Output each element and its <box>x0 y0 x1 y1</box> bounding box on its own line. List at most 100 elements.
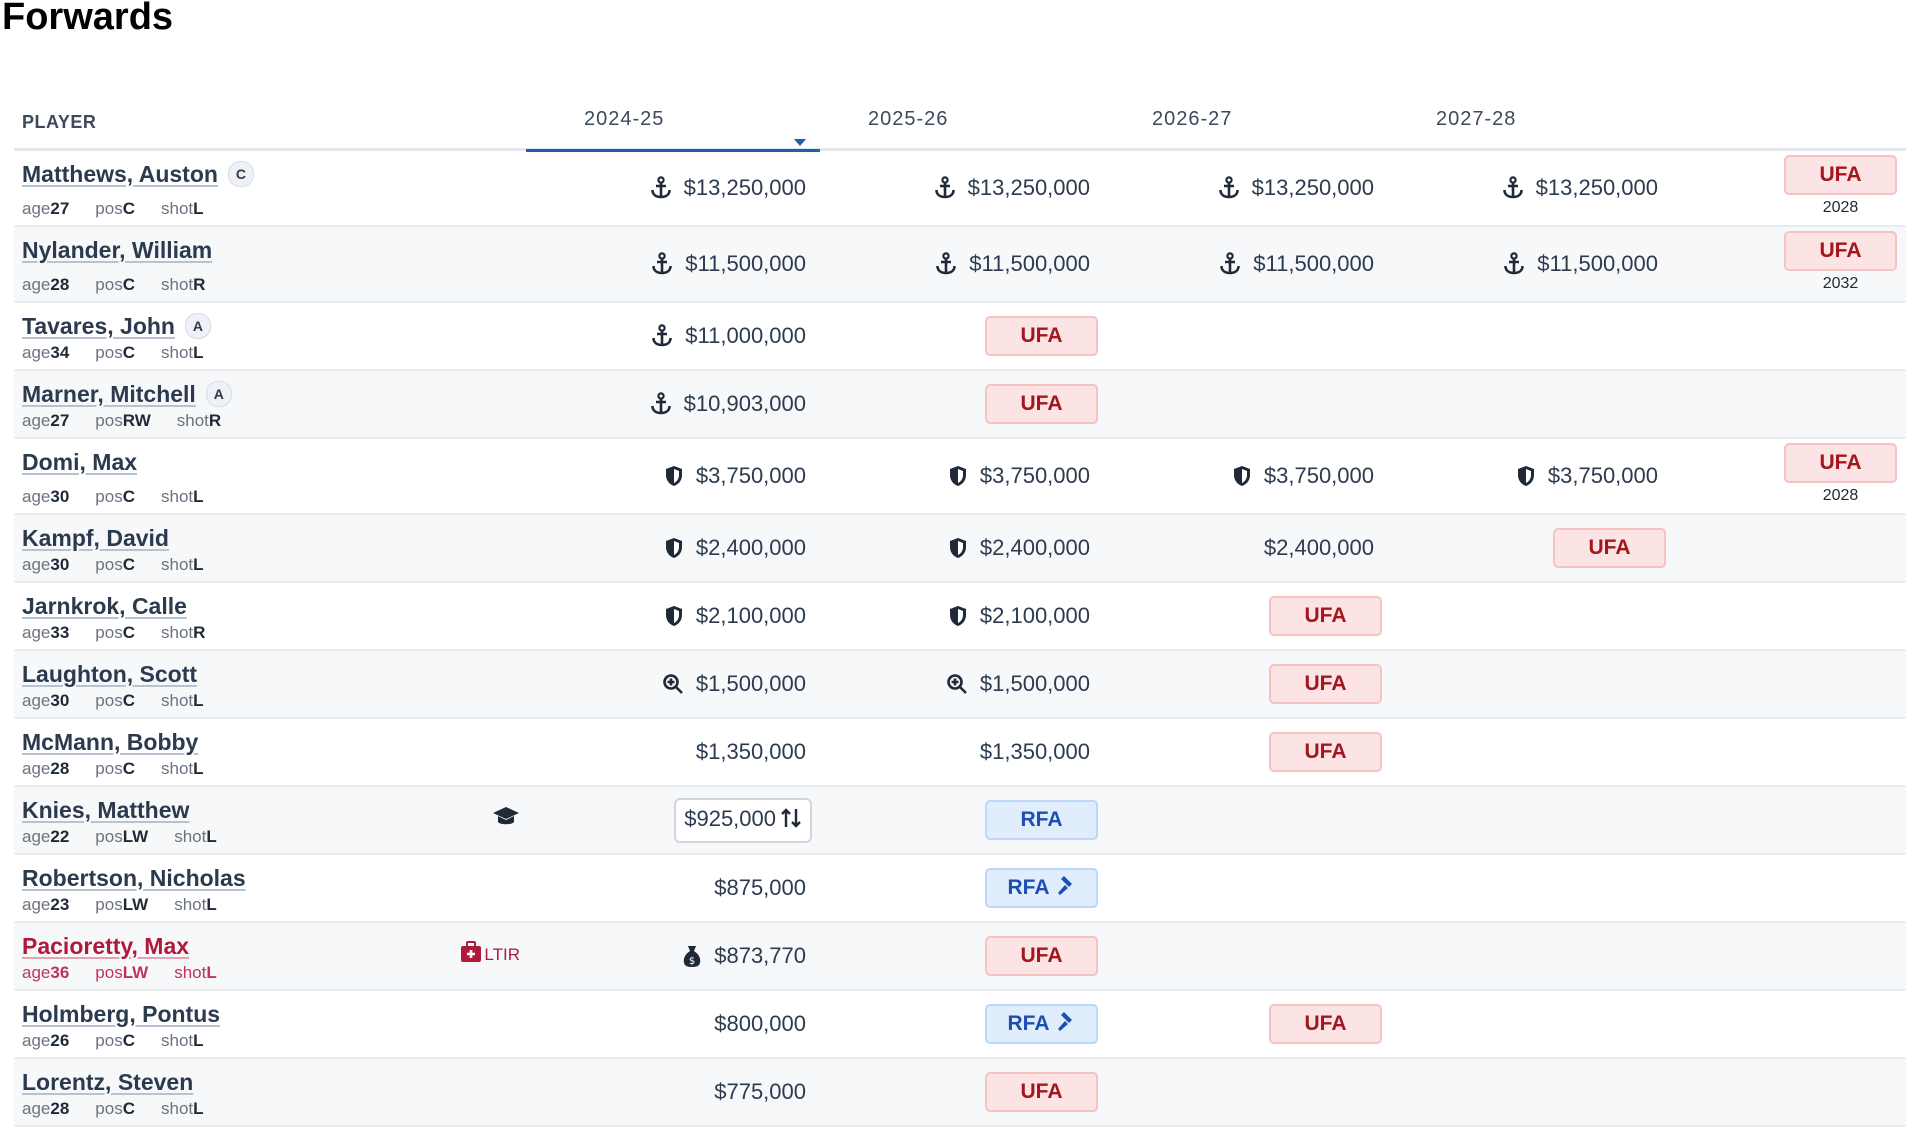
badge-label: UFA <box>1819 239 1862 262</box>
ufa-badge[interactable]: UFA <box>1553 528 1666 568</box>
meta-label-pos: pos <box>95 1031 123 1050</box>
player-name-link[interactable]: Marner, Mitchell A <box>22 381 232 408</box>
player-cell: Domi, Max age30 posC shotL <box>14 439 526 513</box>
column-header-2024-25[interactable]: 2024-25 <box>584 108 665 130</box>
badge-label: UFA <box>1588 536 1631 559</box>
cap-hit: $775,000 <box>714 1079 806 1104</box>
cap-hit-value: $2,100,000 <box>696 603 806 629</box>
player-name-link[interactable]: Tavares, John A <box>22 313 211 340</box>
meta-label-pos: pos <box>95 199 123 218</box>
column-header-2027-28[interactable]: 2027-28 <box>1436 108 1517 130</box>
column-header-player[interactable]: PLAYER <box>22 112 97 132</box>
player-name-link[interactable]: Nylander, William <box>22 237 212 264</box>
meta-value-pos: LW <box>122 827 149 846</box>
player-name-link[interactable]: Robertson, Nicholas <box>22 865 246 892</box>
table-row: Tavares, John A age34 posC shotL $11,000,000 U… <box>14 303 1906 371</box>
player-name-link[interactable]: McMann, Bobby <box>22 729 198 756</box>
ufa-badge[interactable]: UFA <box>985 316 1098 356</box>
table-row: Nylander, William age28 posC shotR $11,500,0… <box>14 227 1906 303</box>
ufa-badge[interactable]: UFA <box>1784 155 1897 195</box>
column-header-2025-26[interactable]: 2025-26 <box>868 108 949 130</box>
contract-end: UFA 2028 <box>1784 155 1897 217</box>
ufa-badge[interactable]: UFA <box>985 1072 1098 1112</box>
cap-hit: $3,750,000 <box>979 463 1090 488</box>
shield-icon <box>948 465 968 487</box>
ufa-badge[interactable]: UFA <box>1269 596 1382 636</box>
cap-hit-value: $11,500,000 <box>969 251 1090 277</box>
ufa-badge[interactable]: UFA <box>985 936 1098 976</box>
player-name: Pacioretty, Max <box>22 933 190 959</box>
season-cell-2024-25: $800,000 <box>526 991 806 1057</box>
meta-label-shot: shot <box>161 199 194 218</box>
cap-hit-value: $10,903,000 <box>684 391 806 417</box>
season-cell-2024-25: $2,100,000 <box>526 583 806 649</box>
season-cell-2026-27: $3,750,000 <box>1094 439 1374 513</box>
rfa-badge[interactable]: RFA <box>985 868 1098 908</box>
season-cell-2025-26: RFA <box>810 855 1098 921</box>
cap-hit-value: $2,100,000 <box>980 603 1090 629</box>
player-meta: age27 posRW shotR <box>22 411 247 431</box>
player-name: Jarnkrok, Calle <box>22 593 187 619</box>
player-name-link[interactable]: Domi, Max <box>22 449 137 476</box>
player-name-link[interactable]: Holmberg, Pontus <box>22 1001 220 1028</box>
player-meta: age30 posC shotL <box>22 691 230 711</box>
meta-value-shot: L <box>206 895 217 914</box>
meta-label-age: age <box>22 963 51 982</box>
meta-value-age: 27 <box>50 199 70 218</box>
season-cell-2025-26: $11,500,000 <box>810 227 1090 301</box>
ufa-badge[interactable]: UFA <box>1269 732 1382 772</box>
meta-label-age: age <box>22 1031 51 1050</box>
ufa-badge[interactable]: UFA <box>1784 231 1897 271</box>
rfa-badge[interactable]: RFA <box>985 800 1098 840</box>
meta-value-shot: L <box>193 343 204 362</box>
season-cell-2026-27 <box>1094 923 1374 989</box>
meta-label-pos: pos <box>95 827 123 846</box>
season-cell-2026-27: $2,400,000 <box>1094 515 1374 581</box>
cap-hit-toggle[interactable]: $925,000 <box>674 797 812 843</box>
ufa-badge[interactable]: UFA <box>1784 443 1897 483</box>
season-cell-2024-25: $11,000,000 <box>526 303 806 369</box>
cap-hit: $13,250,000 <box>1535 175 1658 200</box>
cap-hit: $2,100,000 <box>695 603 806 628</box>
season-cell-2027-28: $13,250,000 <box>1378 151 1658 225</box>
season-cell-2025-26: RFA <box>810 991 1098 1057</box>
cap-hit-value: $873,770 <box>714 943 806 969</box>
season-cell-2027-28: $3,750,000 <box>1378 439 1658 513</box>
ufa-badge[interactable]: UFA <box>1269 664 1382 704</box>
cap-hit: $875,000 <box>714 875 806 900</box>
badge-label: UFA <box>1819 163 1862 186</box>
cap-hit: $1,350,000 <box>695 739 806 764</box>
player-status[interactable]: LTIR <box>460 941 520 968</box>
cap-hit-value: $2,400,000 <box>696 535 806 561</box>
player-meta: age34 posC shotL <box>22 343 230 363</box>
player-meta: age33 posC shotR <box>22 623 231 643</box>
player-name-link[interactable]: Jarnkrok, Calle <box>22 593 187 620</box>
badge-label: RFA <box>1007 1012 1050 1035</box>
meta-label-pos: pos <box>95 343 123 362</box>
meta-value-age: 30 <box>50 487 70 506</box>
table-header: PLAYER 2024-25 2025-26 2026-27 2027-28 <box>14 100 1906 152</box>
player-name-link[interactable]: Lorentz, Steven <box>22 1069 193 1096</box>
ufa-badge[interactable]: UFA <box>985 384 1098 424</box>
player-name-link[interactable]: Matthews, Auston C <box>22 161 254 188</box>
season-cell-2024-25: $11,500,000 <box>526 227 806 301</box>
player-name-link[interactable]: Laughton, Scott <box>22 661 197 688</box>
player-name-link[interactable]: Pacioretty, Max <box>22 933 189 960</box>
rfa-badge[interactable]: RFA <box>985 1004 1098 1044</box>
meta-label-shot: shot <box>161 691 194 710</box>
column-header-2026-27[interactable]: 2026-27 <box>1152 108 1233 130</box>
badge-label: UFA <box>1304 740 1347 763</box>
player-name-link[interactable]: Kampf, David <box>22 525 169 552</box>
shield-icon <box>948 605 968 627</box>
season-cell-2024-25: $1,500,000 <box>526 651 806 717</box>
cap-hit: $13,250,000 <box>683 175 806 200</box>
season-cell-2025-26: UFA <box>810 371 1098 437</box>
table-row: McMann, Bobby age28 posC shotL $1,350,000 $1,… <box>14 719 1906 787</box>
ufa-badge[interactable]: UFA <box>1269 1004 1382 1044</box>
captaincy-badge: C <box>227 161 254 187</box>
meta-value-pos: C <box>122 1099 135 1118</box>
meta-value-shot: R <box>208 411 222 430</box>
season-cell-2027-28: $11,500,000 <box>1378 227 1658 301</box>
player-name-link[interactable]: Knies, Matthew <box>22 797 189 824</box>
money-bag-icon: $ <box>682 944 702 968</box>
